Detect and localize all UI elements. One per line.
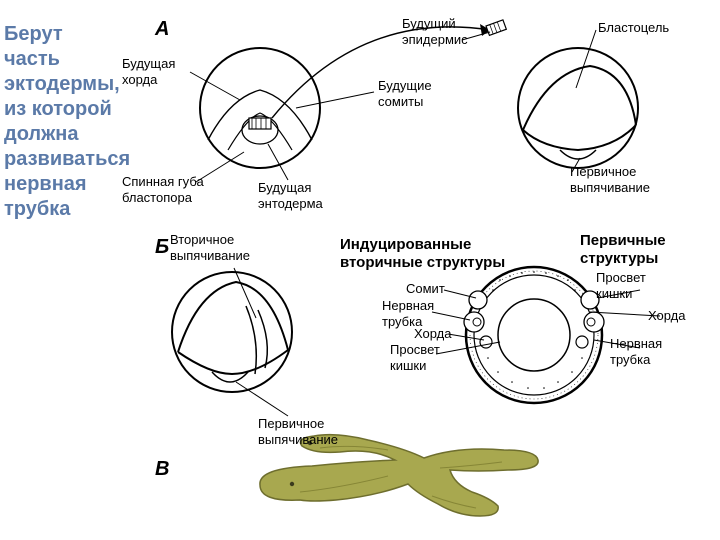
label-neural-tube-right: Нервная трубка [610, 336, 662, 367]
label-gut-lumen-left: Просвет кишки [390, 342, 440, 373]
panel-a-host [518, 30, 638, 172]
label-primary-evag: Первичное выпячивание [570, 164, 650, 195]
panel-letter-b: Б [155, 236, 169, 259]
panel-a-donor [190, 48, 374, 182]
label-blastocoel: Бластоцель [598, 20, 669, 36]
label-primary-structures: Первичные структуры [580, 232, 666, 268]
label-primary-evag2: Первичное выпячивание [258, 416, 338, 447]
label-secondary-evag: Вторичное выпячивание [170, 232, 250, 263]
label-dorsal-lip: Спинная губа бластопора [122, 174, 204, 205]
label-future-somites: Будущие сомиты [378, 78, 432, 109]
label-neural-tube-left: Нервная трубка [382, 298, 434, 329]
label-chord-left: Хорда [414, 326, 452, 342]
label-induced-secondary: Индуцированные вторичные структуры [340, 236, 505, 272]
label-future-endoderm: Будущая энтодерма [258, 180, 323, 211]
label-somite: Сомит [406, 281, 445, 297]
panel-b-left [172, 268, 292, 416]
sidebar-note: Берут часть эктодермы, из которой должна… [4, 22, 122, 222]
label-chord-right: Хорда [648, 308, 686, 324]
label-future-epidermis: Будущий эпидермис [402, 16, 468, 47]
panel-letter-a: А [155, 18, 169, 41]
panel-letter-v: В [155, 458, 169, 481]
label-gut-lumen-right: Просвет кишки [596, 270, 646, 301]
label-future-chord: Будущая хорда [122, 56, 175, 87]
